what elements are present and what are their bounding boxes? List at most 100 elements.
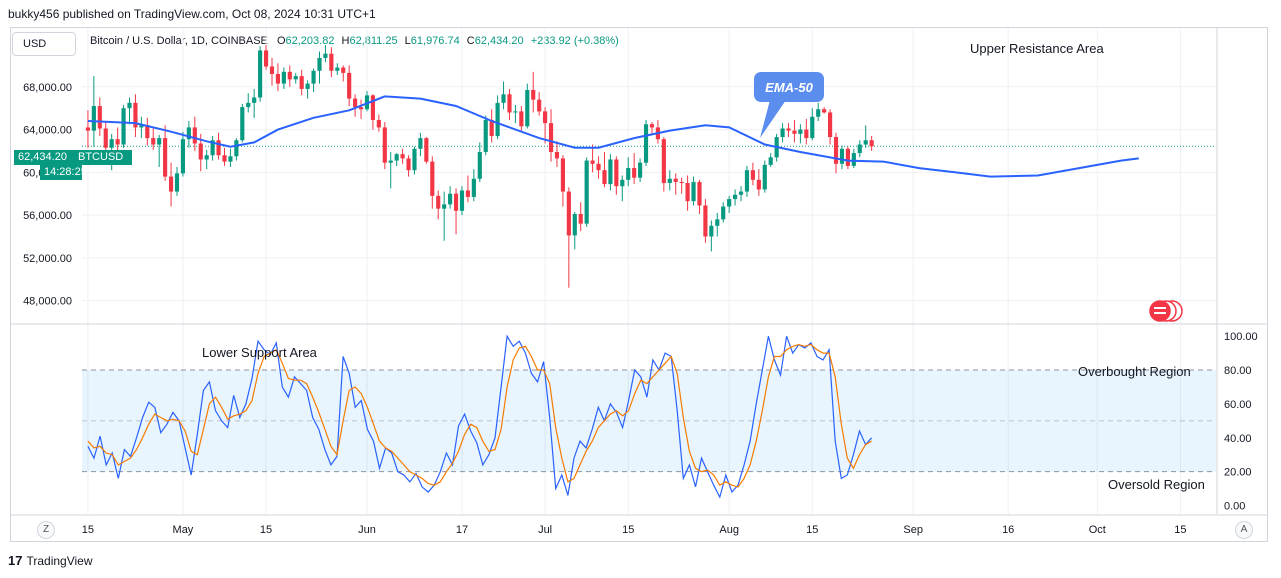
candle-body — [459, 190, 465, 211]
candle — [489, 109, 494, 143]
candle — [584, 157, 589, 227]
candle — [578, 202, 583, 232]
candle-body — [186, 127, 191, 140]
candle — [685, 175, 690, 211]
candle — [750, 162, 755, 186]
candle-body — [816, 109, 821, 117]
candle-body — [548, 123, 554, 153]
candle — [204, 149, 209, 170]
candle-body — [258, 50, 263, 98]
symbol-title: Bitcoin / U.S. Dollar, 1D, COINBASE — [90, 35, 268, 47]
candle-body — [317, 57, 322, 71]
candle-body — [305, 83, 310, 89]
candle-body — [590, 160, 595, 164]
candle-body — [554, 152, 560, 159]
candle — [174, 166, 180, 196]
candle-body — [204, 155, 209, 160]
candle-body — [222, 155, 227, 162]
candle — [412, 146, 417, 175]
high-label: H — [341, 35, 350, 47]
candle — [210, 135, 215, 161]
candle — [839, 145, 845, 170]
tradingview-logo-icon: 17 — [8, 553, 23, 568]
candle-body — [471, 178, 476, 197]
candle — [299, 69, 304, 96]
candle-body — [721, 206, 726, 220]
candle — [436, 190, 441, 220]
candle-body — [685, 183, 690, 202]
candle — [602, 152, 607, 188]
candle — [727, 195, 732, 213]
candle-body — [810, 116, 815, 139]
candle-body — [85, 127, 91, 131]
candle — [756, 169, 761, 196]
candle-body — [293, 76, 298, 80]
oscillator-tick-label: 40.00 — [1224, 433, 1252, 445]
candle-body — [198, 143, 203, 160]
candle — [151, 128, 156, 150]
candle-body — [756, 179, 761, 190]
candle — [139, 116, 144, 139]
x-tick-label: Jul — [538, 524, 552, 536]
candle — [347, 65, 352, 107]
price-tick-label: 68,000.00 — [23, 82, 72, 94]
candle — [507, 88, 512, 120]
price-tick-label: 64,000.00 — [23, 125, 72, 137]
candle-body — [519, 111, 524, 127]
x-tick-label: 15 — [82, 524, 94, 536]
candle-body — [768, 157, 773, 165]
candle — [679, 177, 684, 194]
candle-body — [151, 138, 156, 145]
candle-body — [869, 140, 874, 147]
candle — [453, 188, 459, 235]
candle-body — [614, 159, 619, 187]
flag-icon[interactable] — [1149, 300, 1183, 322]
zoom-button[interactable]: Z — [37, 521, 55, 539]
currency-selector[interactable]: USD — [12, 32, 76, 56]
candle-body — [828, 112, 833, 138]
candle — [406, 155, 411, 177]
candle — [786, 123, 791, 138]
candle-body — [436, 195, 441, 209]
candle-body — [174, 173, 180, 192]
price-tick-label: 52,000.00 — [23, 253, 72, 265]
candle — [804, 118, 809, 145]
auto-scale-button[interactable]: A — [1235, 521, 1253, 539]
candle — [531, 71, 536, 113]
candle — [822, 107, 827, 114]
candle — [335, 63, 340, 76]
candle — [424, 137, 429, 164]
candle-body — [406, 158, 411, 171]
candle-body — [804, 129, 809, 139]
chart-frame — [10, 27, 1268, 542]
candle-body — [210, 140, 215, 156]
candle-body — [127, 102, 132, 109]
x-tick-label: Oct — [1089, 524, 1106, 536]
candle — [258, 46, 263, 102]
candle — [525, 83, 530, 129]
candle — [341, 65, 346, 82]
candle-body — [602, 170, 607, 185]
x-tick-label: 16 — [1002, 524, 1014, 536]
ema-callout-pointer — [760, 100, 786, 138]
ema-callout[interactable]: EMA-50 — [754, 72, 824, 138]
candle — [780, 123, 785, 143]
candle-body — [507, 94, 512, 113]
ema-callout-box — [754, 72, 824, 102]
candle-body — [661, 139, 666, 184]
candle-body — [608, 159, 613, 185]
candle — [501, 81, 506, 110]
last-price-ticker: BTCUSD — [78, 151, 124, 163]
candle-body — [109, 139, 114, 148]
candle — [513, 104, 518, 124]
candle-body — [596, 163, 601, 171]
candle-body — [738, 191, 744, 195]
candle-body — [263, 50, 269, 67]
candle-body — [252, 97, 257, 103]
candle — [614, 156, 619, 195]
candle-body — [632, 168, 637, 178]
candle — [691, 176, 696, 206]
candle-body — [495, 102, 500, 136]
candle-body — [537, 99, 542, 112]
